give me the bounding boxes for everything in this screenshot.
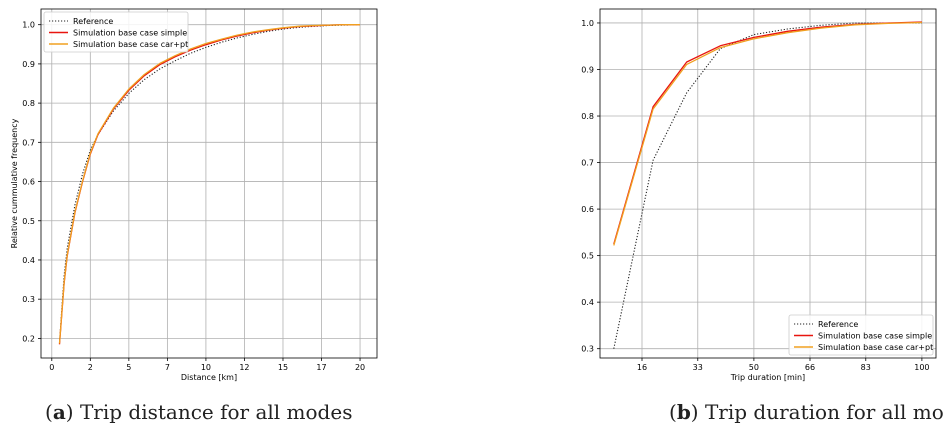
y-tick-label: 0.4 bbox=[22, 256, 35, 265]
y-tick-label: 0.8 bbox=[22, 99, 35, 108]
y-tick-label: 1.0 bbox=[22, 21, 35, 30]
x-tick-label: 0 bbox=[49, 363, 54, 372]
x-tick-label: 15 bbox=[278, 363, 288, 372]
x-tick-label: 16 bbox=[637, 363, 647, 372]
series-line-2 bbox=[613, 21, 922, 246]
legend-box bbox=[43, 11, 189, 53]
caption-a-text: Trip distance for all modes bbox=[73, 400, 353, 424]
series-line-0 bbox=[613, 22, 922, 349]
plot-frame bbox=[599, 8, 937, 359]
caption-b: (b) Trip duration for all modes bbox=[669, 400, 943, 424]
y-tick-label: 0.3 bbox=[22, 295, 35, 304]
x-tick-label: 50 bbox=[749, 363, 759, 372]
y-tick-label: 0.4 bbox=[581, 298, 594, 307]
x-axis-label: Trip duration [min] bbox=[730, 373, 805, 382]
x-tick-label: 10 bbox=[201, 363, 211, 372]
y-axis-label: Relative cummulative frequency bbox=[10, 118, 19, 248]
y-tick-label: 1.0 bbox=[581, 19, 594, 28]
legend: Reference Simulation base case simple Simu… bbox=[43, 11, 189, 53]
legend-label-1: Simulation base case simple bbox=[818, 332, 932, 341]
x-tick-label: 12 bbox=[239, 363, 249, 372]
x-tick-label: 17 bbox=[316, 363, 326, 372]
y-tick-label: 0.9 bbox=[581, 65, 594, 74]
caption-b-letter: b bbox=[676, 400, 691, 424]
y-tick-label: 0.5 bbox=[22, 217, 35, 226]
y-tick-label: 0.6 bbox=[581, 205, 594, 214]
series-line-1 bbox=[613, 21, 922, 245]
y-tick-label: 0.7 bbox=[22, 138, 35, 147]
x-tick-label: 7 bbox=[165, 363, 170, 372]
series-line-1 bbox=[58, 24, 360, 345]
legend: Reference Simulation base case simple Simu… bbox=[788, 314, 934, 356]
y-tick-label: 0.6 bbox=[22, 178, 35, 187]
caption-a-letter: a bbox=[52, 400, 66, 424]
caption-a: (a) Trip distance for all modes bbox=[45, 400, 353, 424]
legend-box bbox=[788, 314, 934, 356]
x-tick-label: 5 bbox=[126, 363, 131, 372]
y-tick-label: 0.3 bbox=[581, 345, 594, 354]
chart-1: 16 33 50 66 83 100 0.3 0.4 0.5 0.6 0.7 0.8 0.9 1.0 Tri… bbox=[581, 8, 937, 382]
x-tick-label: 66 bbox=[805, 363, 815, 372]
series-line-0 bbox=[58, 24, 361, 343]
y-tick-label: 0.5 bbox=[581, 252, 594, 261]
legend-label-2: Simulation base case car+pt bbox=[818, 343, 933, 352]
series-line-2 bbox=[58, 24, 360, 344]
x-tick-label: 2 bbox=[88, 363, 93, 372]
y-tick-label: 0.2 bbox=[22, 334, 35, 343]
legend-label-0: Reference bbox=[73, 17, 113, 26]
y-tick-label: 0.8 bbox=[581, 112, 594, 121]
chart-0: 0 2 5 7 10 12 15 17 20 0.2 0.3 0.4 0.5 0.6 0.7 0.8 0.9 1.… bbox=[10, 8, 378, 382]
legend-label-1: Simulation base case simple bbox=[73, 29, 187, 38]
caption-b-text: Trip duration for all modes bbox=[704, 400, 943, 424]
legend-label-2: Simulation base case car+pt bbox=[73, 40, 188, 49]
x-tick-label: 33 bbox=[693, 363, 703, 372]
x-tick-label: 100 bbox=[914, 363, 929, 372]
y-tick-label: 0.7 bbox=[581, 159, 594, 168]
legend-label-0: Reference bbox=[818, 320, 858, 329]
x-tick-label: 20 bbox=[355, 363, 365, 372]
y-tick-label: 0.9 bbox=[22, 60, 35, 69]
x-tick-label: 83 bbox=[861, 363, 871, 372]
plot-frame bbox=[40, 8, 378, 359]
x-axis-label: Distance [km] bbox=[181, 373, 237, 382]
